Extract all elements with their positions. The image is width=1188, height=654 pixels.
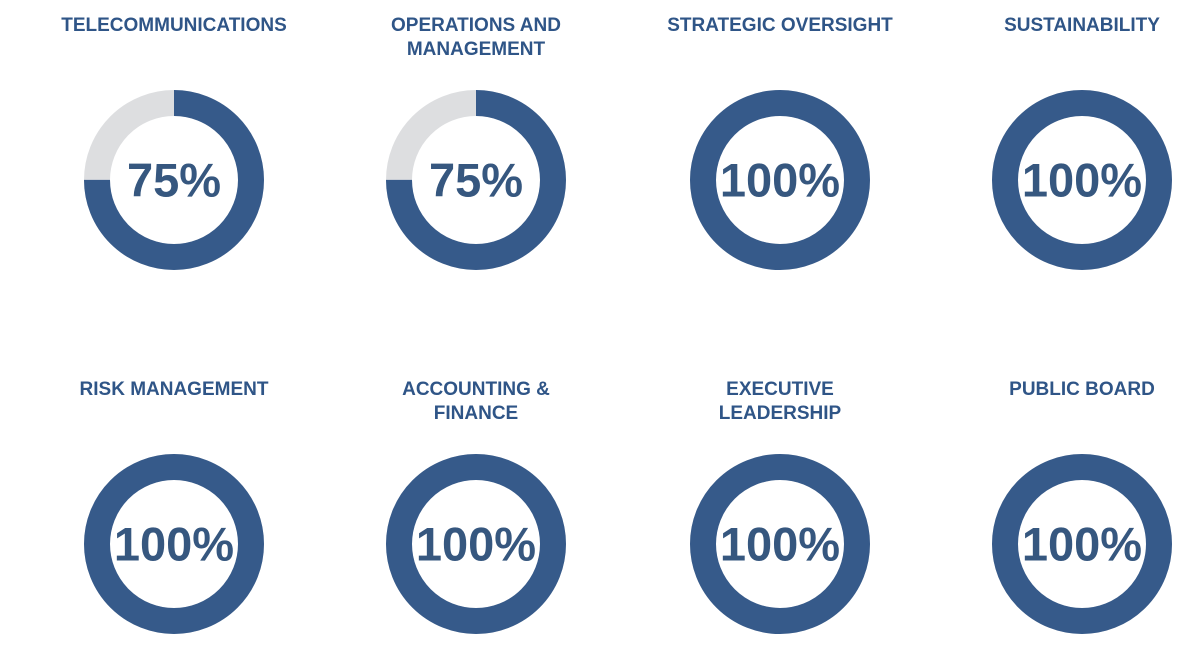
percent-label: 100% (416, 518, 536, 571)
donut-chart: 75% (84, 90, 264, 270)
percent-label: 75% (429, 154, 523, 207)
chart-label: EXECUTIVE LEADERSHIP (718, 379, 842, 424)
donut-chart: 100% (386, 454, 566, 634)
donut-chart: 100% (84, 454, 264, 634)
donut-chart: 100% (690, 90, 870, 270)
percent-label: 100% (720, 518, 840, 571)
chart-label: OPERATIONS AND MANAGEMENT (391, 15, 561, 60)
donut-value-arc (690, 90, 870, 270)
donut-chart: 100% (992, 90, 1172, 270)
percent-label: 100% (720, 154, 840, 207)
donut-chart: 75% (386, 90, 566, 270)
donut-value-arc (690, 454, 870, 634)
chart-label: PUBLIC BOARD (1009, 379, 1155, 400)
donut-value-arc (386, 90, 566, 270)
donut-value-arc (84, 454, 264, 634)
donut-value-arc (84, 90, 264, 270)
chart-label: ACCOUNTING & FINANCE (402, 379, 550, 424)
chart-label: TELECOMMUNICATIONS (61, 15, 287, 36)
chart-label: SUSTAINABILITY (1004, 15, 1160, 36)
percent-label: 100% (1022, 154, 1142, 207)
percent-label: 100% (1022, 518, 1142, 571)
donut-value-arc (386, 454, 566, 634)
chart-label: RISK MANAGEMENT (79, 379, 269, 400)
donut-chart: 100% (690, 454, 870, 634)
percent-label: 100% (114, 518, 234, 571)
donut-chart: 100% (992, 454, 1172, 634)
percent-label: 75% (127, 154, 221, 207)
donut-value-arc (992, 454, 1172, 634)
donut-value-arc (992, 90, 1172, 270)
chart-label: STRATEGIC OVERSIGHT (667, 15, 893, 36)
